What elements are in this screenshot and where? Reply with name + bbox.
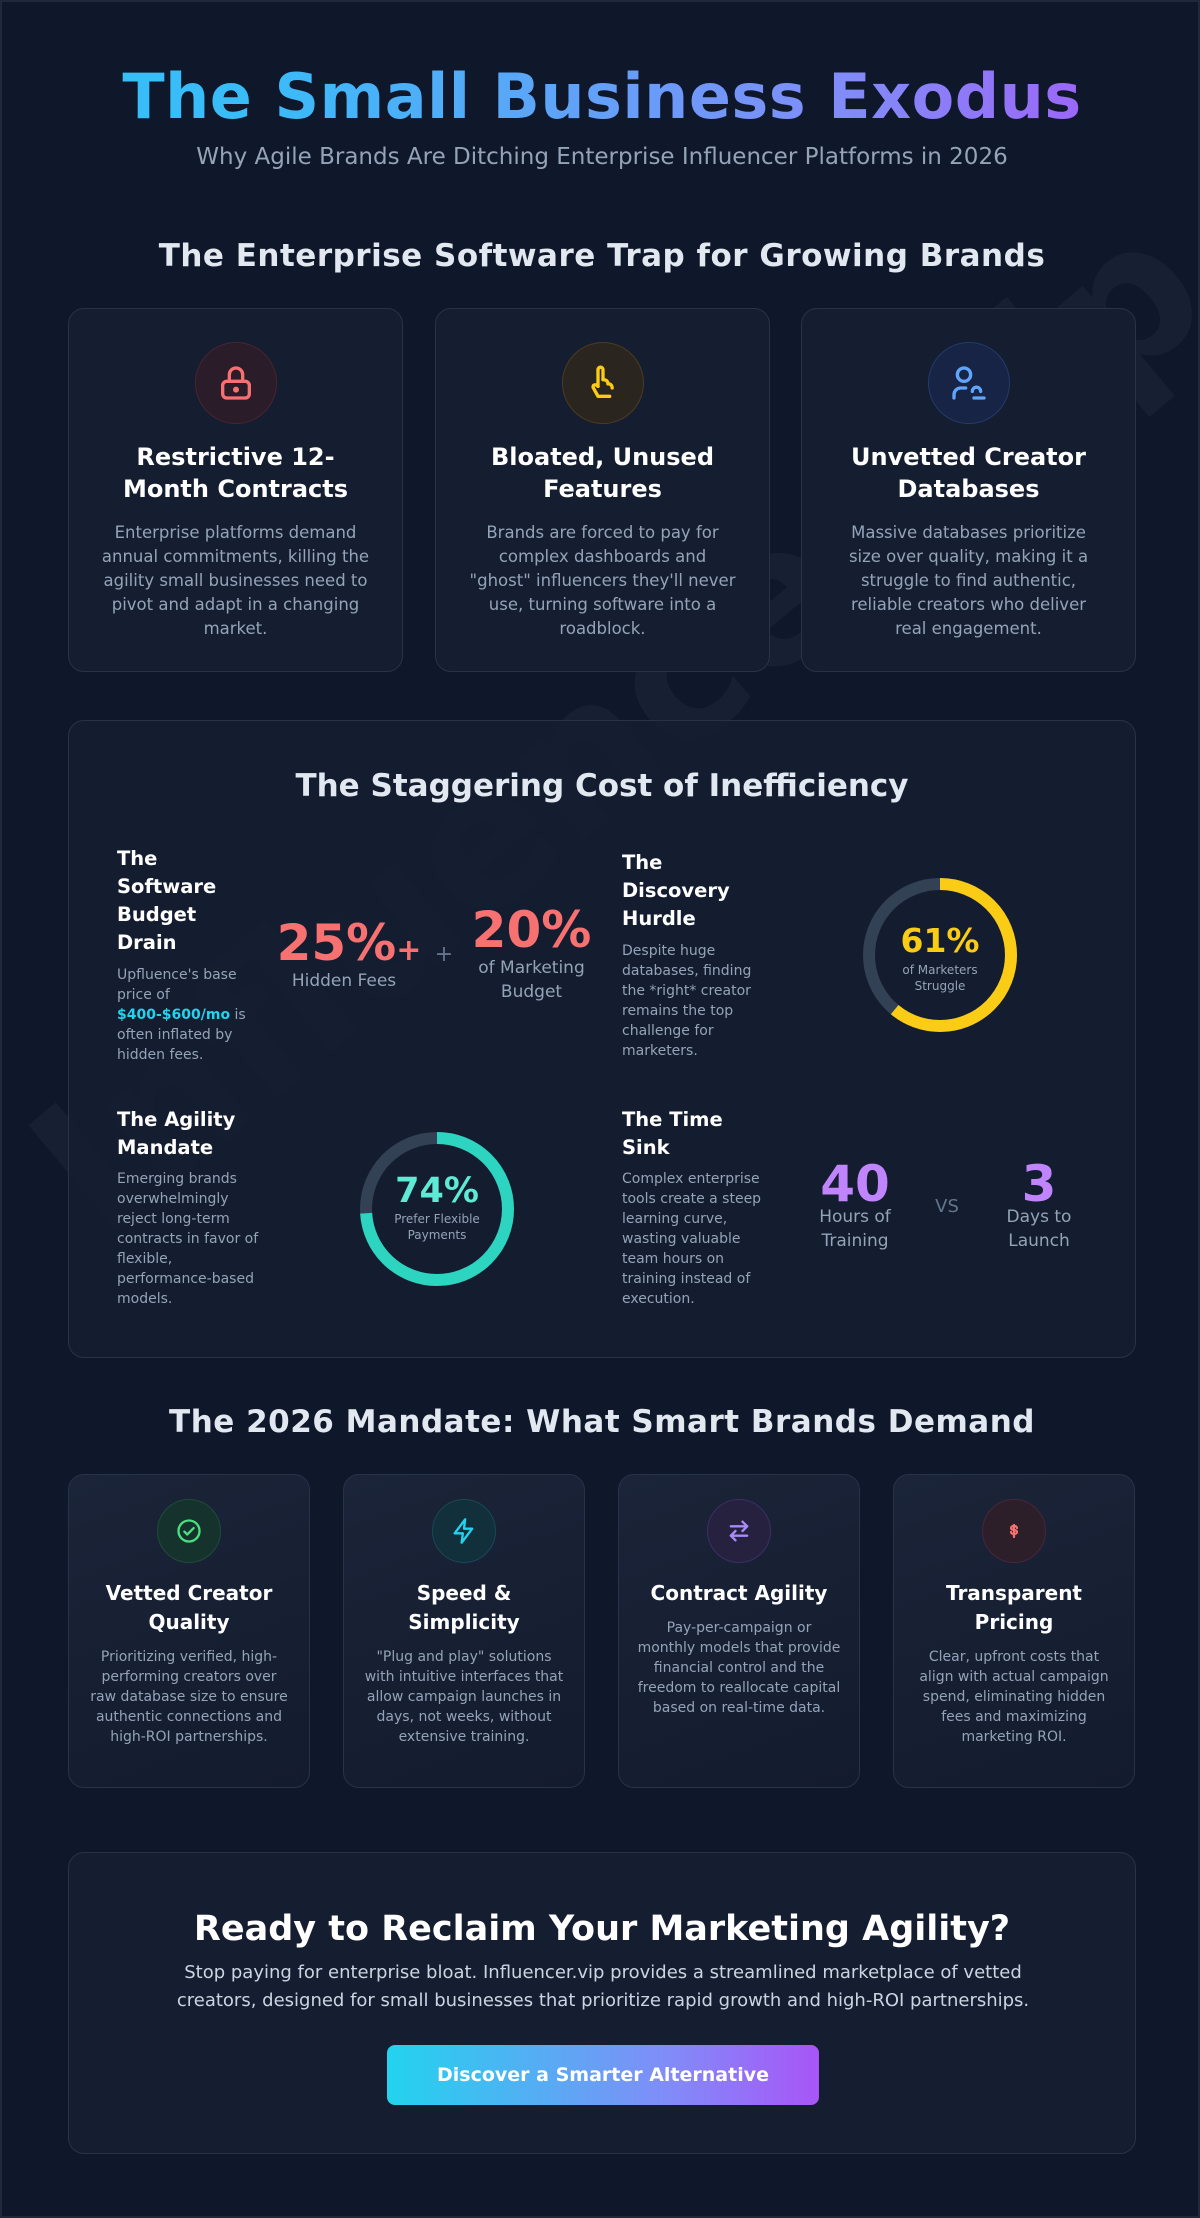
hidden-fees-plus: + <box>396 933 422 968</box>
discovery-donut <box>863 878 1017 1032</box>
trap-card-title: Unvetted Creator Databases <box>851 443 1086 503</box>
time-desc: Complex enterprise tools create a steep … <box>622 1171 762 1307</box>
mandate-card-quality: Vetted Creator Quality Prioritizing veri… <box>68 1474 310 1788</box>
mandate-card-text: Pay-per-campaign or monthly models that … <box>637 1620 841 1716</box>
trap-card-features: Bloated, Unused Features Brands are forc… <box>435 308 770 672</box>
hidden-fees-value: 25% <box>276 914 397 972</box>
hidden-fees-label: Hidden Fees <box>291 971 397 991</box>
agility-donut <box>360 1132 514 1286</box>
mandate-card-title: Speed & Simplicity <box>408 1581 520 1634</box>
mandate-card-text: "Plug and play" solutions with intuitive… <box>364 1649 564 1745</box>
discovery-desc: Despite huge databases, finding the *rig… <box>622 943 752 1059</box>
mandate-card-text: Prioritizing verified, high-performing c… <box>90 1649 288 1745</box>
mandate-card-pricing: Transparent Pricing Clear, upfront costs… <box>893 1474 1135 1788</box>
page-subtitle: Why Agile Brands Are Ditching Enterprise… <box>196 144 1008 170</box>
lock-icon <box>194 342 277 424</box>
cost-panel: The Staggering Cost of Inefficiency The … <box>68 720 1136 1358</box>
dollar-icon <box>982 1499 1046 1563</box>
mandate-card-title: Vetted Creator Quality <box>105 1581 273 1634</box>
trap-card-title: Bloated, Unused Features <box>490 443 714 503</box>
time-heading: The Time Sink <box>622 1108 723 1159</box>
training-hours-value: 40 <box>820 1155 890 1213</box>
marketing-budget-value: 20% <box>471 901 592 959</box>
trap-section-title: The Enterprise Software Trap for Growing… <box>158 238 1046 274</box>
pointer-hand-icon <box>561 342 644 424</box>
lightning-icon <box>432 1499 496 1563</box>
budget-desc-suffix: is often inflated by hidden fees. <box>117 1007 246 1063</box>
discovery-label: of Marketers Struggle <box>902 963 978 993</box>
cost-section-title: The Staggering Cost of Inefficiency <box>295 768 909 804</box>
discovery-value: 61% <box>900 921 980 960</box>
agility-value: 74% <box>395 1171 479 1211</box>
discovery-heading: The Discovery Hurdle <box>622 851 730 930</box>
agility-desc: Emerging brands overwhelmingly reject lo… <box>117 1171 259 1307</box>
agility-donut-center: 74% Prefer Flexible Payments <box>377 1171 497 1243</box>
trap-card-contracts: Restrictive 12-Month Contracts Enterpris… <box>68 308 403 672</box>
cta-panel: Ready to Reclaim Your Marketing Agility?… <box>68 1852 1136 2154</box>
check-circle-icon <box>157 1499 221 1563</box>
budget-desc: Upfluence's base price of $400-$600/mo i… <box>117 965 257 1065</box>
training-hours-label: Hours of Training <box>819 1207 891 1251</box>
budget-price: $400-$600/mo <box>117 1007 231 1023</box>
swap-arrows-icon <box>707 1499 771 1563</box>
discovery-donut-arc <box>863 878 1017 1032</box>
page-title: The Small Business Exodus <box>2 60 1198 133</box>
budget-desc-prefix: Upfluence's base price of <box>117 967 237 1003</box>
cta-text: Stop paying for enterprise bloat. Influe… <box>176 1962 1030 2011</box>
trap-card-text: Brands are forced to pay for complex das… <box>469 523 736 638</box>
agility-heading: The Agility Mandate <box>117 1108 236 1159</box>
trap-card-text: Enterprise platforms demand annual commi… <box>101 523 370 638</box>
launch-days-label: Days to Launch <box>1006 1207 1072 1251</box>
mandate-card-speed: Speed & Simplicity "Plug and play" solut… <box>343 1474 585 1788</box>
user-search-icon <box>927 342 1010 424</box>
mandate-section-title: The 2026 Mandate: What Smart Brands Dema… <box>169 1404 1035 1440</box>
mandate-card-title: Contract Agility <box>650 1581 828 1605</box>
cta-title: Ready to Reclaim Your Marketing Agility? <box>193 1909 1011 1949</box>
agility-donut-arc <box>360 1132 514 1286</box>
marketing-budget-label: of Marketing Budget <box>478 958 585 1002</box>
mandate-card-title: Transparent Pricing <box>946 1581 1082 1634</box>
vs-label: VS <box>935 1196 959 1217</box>
agility-label: Prefer Flexible Payments <box>394 1212 480 1242</box>
trap-card-title: Restrictive 12-Month Contracts <box>122 443 349 503</box>
hidden-fees-stat: 25%+ <box>274 914 424 972</box>
mandate-card-contract: Contract Agility Pay-per-campaign or mon… <box>618 1474 860 1788</box>
trap-card-text: Massive databases prioritize size over q… <box>848 523 1089 638</box>
discover-alternative-button[interactable]: Discover a Smarter Alternative <box>387 2045 819 2105</box>
discovery-donut-center: 61% of Marketers Struggle <box>880 921 1000 994</box>
mandate-card-text: Clear, upfront costs that align with act… <box>919 1649 1109 1745</box>
launch-days-value: 3 <box>1021 1155 1057 1213</box>
budget-heading: The Software Budget Drain <box>117 847 217 954</box>
trap-card-databases: Unvetted Creator Databases Massive datab… <box>801 308 1136 672</box>
plus-sign: + <box>434 942 454 967</box>
